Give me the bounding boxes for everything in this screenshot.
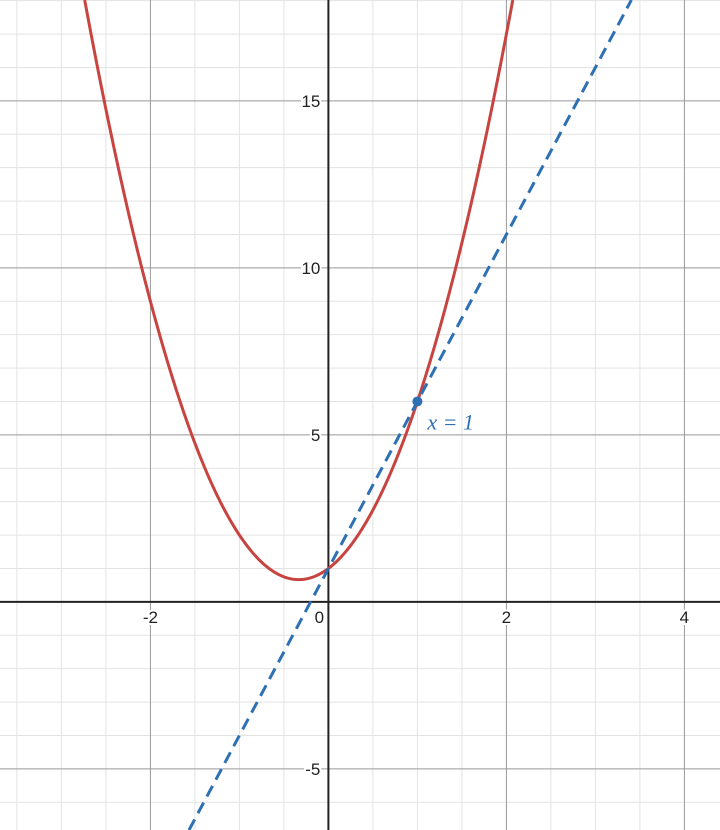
y-tick-label: -5: [305, 760, 320, 779]
x-tick-label: -2: [143, 608, 158, 627]
dashed-line: [187, 0, 633, 830]
x-tick-label: 2: [502, 608, 511, 627]
series: [83, 0, 633, 830]
tick-labels: -2 0 2 4 -5 5 10 15: [141, 90, 691, 781]
y-tick-label: 15: [301, 92, 320, 111]
point-marker[interactable]: [412, 396, 423, 407]
point-label: x = 1: [426, 409, 474, 434]
y-tick-label: 5: [311, 426, 320, 445]
y-tick-label: 10: [301, 259, 320, 278]
x-tick-label: 4: [680, 608, 689, 627]
parabola-curve: [83, 0, 515, 582]
points: x = 1: [412, 396, 474, 434]
x-tick-label: 0: [315, 608, 324, 627]
